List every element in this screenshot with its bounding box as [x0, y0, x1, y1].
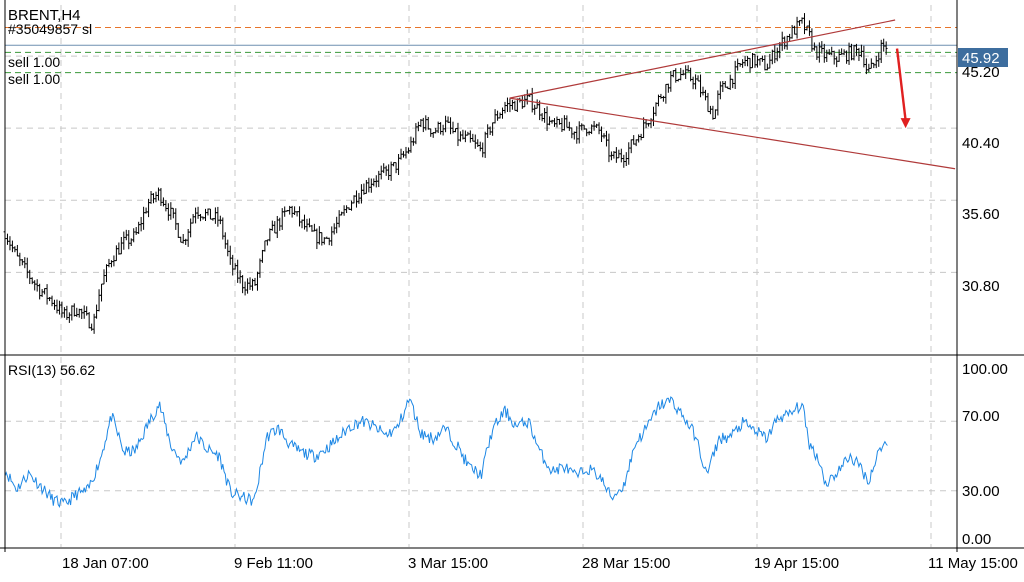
time-label: 28 Mar 15:00: [582, 555, 670, 572]
rsi-line: [4, 396, 888, 509]
sell-order-label-1: sell 1.00: [8, 54, 60, 70]
sell-order-label-2: sell 1.00: [8, 71, 60, 87]
trendlines[interactable]: [509, 19, 956, 170]
price-label: 35.60: [962, 206, 1000, 223]
time-label: 18 Jan 07:00: [62, 555, 149, 572]
grid: [5, 5, 957, 547]
forecast-arrow-head: [900, 118, 911, 129]
rsi-level-label: 70.00: [962, 408, 1000, 425]
price-label: 40.40: [962, 135, 1000, 152]
symbol-timeframe-label: BRENT,H4: [8, 7, 81, 24]
trendline: [509, 97, 956, 170]
price-panel[interactable]: [5, 5, 957, 352]
time-label: 19 Apr 15:00: [754, 555, 839, 572]
horizontal-levels: [5, 27, 957, 74]
time-label: 11 May 15:00: [928, 555, 1018, 572]
rsi-panel[interactable]: [5, 355, 957, 547]
rsi-level-label: 0.00: [962, 531, 991, 548]
price-axis[interactable]: 45.92 45.20 40.40 35.60 30.80: [958, 48, 1008, 295]
time-label: 3 Mar 15:00: [408, 555, 488, 572]
current-price-value: 45.92: [962, 50, 1000, 67]
price-bars: [3, 13, 888, 334]
rsi-series: [4, 396, 888, 509]
ohlc-bar: [884, 41, 888, 55]
rsi-label: RSI(13) 56.62: [8, 362, 95, 378]
price-label: 30.80: [962, 278, 1000, 295]
rsi-axis[interactable]: 100.00 70.00 30.00 0.00: [962, 361, 1008, 548]
forecast-arrow: [895, 48, 907, 121]
price-label: 45.20: [962, 64, 1000, 81]
rsi-level-label: 100.00: [962, 361, 1008, 378]
time-label: 9 Feb 11:00: [234, 555, 313, 572]
rsi-level-label: 30.00: [962, 483, 1000, 500]
current-price-tag: [958, 48, 1008, 67]
order-line-label: #35049857 sl: [8, 21, 92, 37]
time-axis[interactable]: 18 Jan 07:00 9 Feb 11:00 3 Mar 15:00 28 …: [62, 555, 1018, 572]
trendline: [509, 19, 896, 99]
